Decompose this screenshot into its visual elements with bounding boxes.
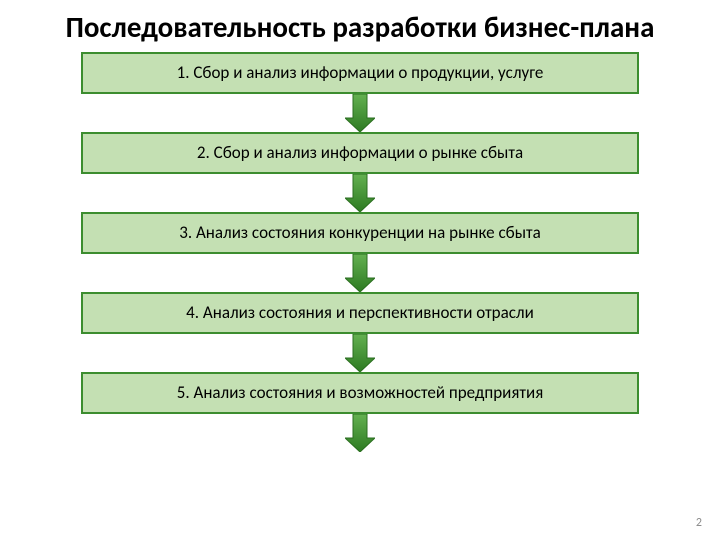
step-label: 4. Анализ состояния и перспективности от… xyxy=(186,303,534,323)
slide-number: 2 xyxy=(696,516,702,530)
arrow-down-icon xyxy=(345,334,375,372)
arrow-1 xyxy=(345,94,375,132)
arrow-5 xyxy=(345,414,375,452)
step-box-2: 2. Сбор и анализ информации о рынке сбыт… xyxy=(81,132,639,174)
arrow-2 xyxy=(345,174,375,212)
step-label: 1. Сбор и анализ информации о продукции,… xyxy=(177,63,544,83)
step-label: 3. Анализ состояния конкуренции на рынке… xyxy=(179,223,541,243)
arrow-down-icon xyxy=(345,174,375,212)
step-label: 5. Анализ состояния и возможностей предп… xyxy=(177,383,544,403)
slide-title: Последовательность разработки бизнес-пла… xyxy=(30,12,690,44)
flow-column: 1. Сбор и анализ информации о продукции,… xyxy=(0,50,720,452)
step-box-5: 5. Анализ состояния и возможностей предп… xyxy=(81,372,639,414)
arrow-down-icon xyxy=(345,414,375,452)
step-box-3: 3. Анализ состояния конкуренции на рынке… xyxy=(81,212,639,254)
arrow-down-icon xyxy=(345,254,375,292)
arrow-3 xyxy=(345,254,375,292)
slide: Последовательность разработки бизнес-пла… xyxy=(0,0,720,540)
step-label: 2. Сбор и анализ информации о рынке сбыт… xyxy=(197,143,523,163)
arrow-4 xyxy=(345,334,375,372)
step-box-1: 1. Сбор и анализ информации о продукции,… xyxy=(81,52,639,94)
step-box-4: 4. Анализ состояния и перспективности от… xyxy=(81,292,639,334)
arrow-down-icon xyxy=(345,94,375,132)
